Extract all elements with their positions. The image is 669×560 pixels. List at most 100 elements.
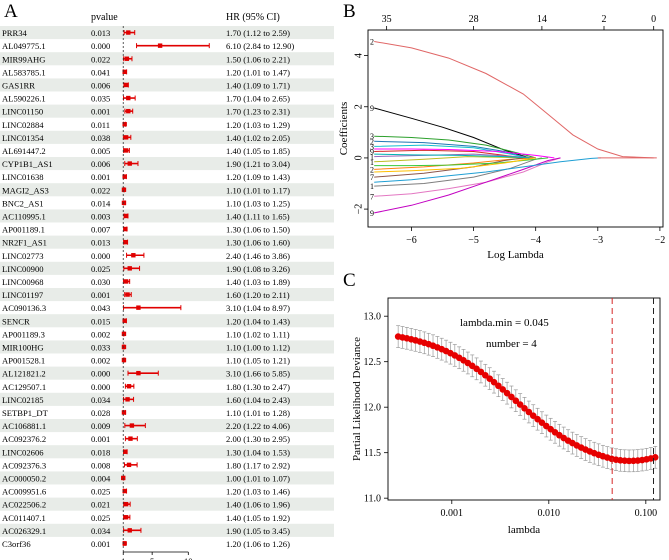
hr-point	[122, 174, 127, 179]
hr-cell: 1.70 (1.12 to 2.59)	[226, 28, 290, 38]
hr-point	[123, 82, 129, 88]
hr-cell: 1.20 (1.04 to 1.43)	[226, 316, 290, 326]
hr-point	[123, 239, 128, 245]
hr-cell: 1.90 (1.08 to 3.26)	[226, 264, 290, 274]
pvalue-cell: 0.001	[91, 172, 110, 182]
hr-point	[131, 253, 136, 258]
hr-cell: 1.20 (1.01 to 1.47)	[226, 67, 290, 77]
hr-cell: 1.80 (1.17 to 2.92)	[226, 460, 290, 470]
hr-point	[157, 43, 163, 48]
hr-cell: 1.20 (1.09 to 1.43)	[226, 172, 290, 182]
hr-point	[124, 56, 130, 61]
hr-point	[122, 122, 127, 127]
gene-label: AL590226.1	[2, 94, 46, 104]
coef-path	[374, 140, 527, 159]
pvalue-cell: 0.018	[91, 447, 110, 457]
gene-label: AC092376.3	[2, 460, 46, 470]
row-band	[0, 497, 334, 511]
panel-label-b: B	[343, 1, 356, 22]
path-index-label: 3	[370, 132, 374, 141]
gene-label: AC110995.1	[2, 211, 46, 221]
hr-point	[126, 462, 132, 468]
lambda-min-annotation: lambda.min = 0.045	[460, 317, 549, 329]
pvalue-cell: 0.041	[91, 67, 110, 77]
hr-cell: 1.10 (1.05 to 1.21)	[226, 356, 290, 366]
deviance-point	[651, 454, 659, 461]
pvalue-header: pvalue	[91, 12, 118, 23]
hr-point	[121, 410, 127, 415]
row-band	[0, 78, 334, 92]
hr-point	[127, 161, 132, 166]
hr-cell: 1.40 (1.05 to 1.85)	[226, 146, 290, 156]
number-annotation: number = 4	[486, 338, 537, 350]
hr-cell: 1.40 (1.05 to 1.92)	[226, 513, 290, 523]
gene-label: PRR34	[2, 28, 28, 38]
pvalue-cell: 0.038	[91, 133, 110, 143]
row-band	[0, 419, 334, 433]
x-axis-title: Log Lambda	[487, 249, 544, 261]
row-band	[0, 183, 334, 197]
deviance-point	[503, 389, 511, 397]
hr-cell: 3.10 (1.04 to 8.97)	[226, 303, 290, 313]
hr-point	[122, 69, 127, 75]
gene-label: AC000050.2	[2, 473, 46, 483]
row-band	[0, 314, 334, 328]
pvalue-cell: 0.022	[91, 185, 110, 195]
deviance-point	[490, 378, 498, 386]
gene-label: LINC01150	[2, 107, 43, 117]
gene-label: LINC01354	[2, 133, 44, 143]
path-index-label: 9	[370, 148, 374, 157]
hr-cell: 6.10 (2.84 to 12.90)	[226, 41, 294, 51]
pvalue-cell: 0.033	[91, 342, 110, 352]
pvalue-cell: 0.002	[91, 356, 110, 366]
hr-cell: 1.30 (1.06 to 1.60)	[226, 238, 290, 248]
hr-cell: 1.90 (1.21 to 3.04)	[226, 159, 290, 169]
pvalue-cell: 0.004	[91, 473, 111, 483]
gene-label: AC009951.6	[2, 487, 47, 497]
pvalue-cell: 0.000	[91, 41, 110, 51]
hr-point	[126, 108, 131, 114]
y-tick-label: −2	[353, 204, 364, 215]
hr-cell: 1.80 (1.30 to 2.47)	[226, 382, 290, 392]
gene-label: MIR99AHG	[2, 54, 45, 64]
coef-path	[374, 41, 654, 159]
x-tick-label: −3	[592, 235, 603, 246]
hr-point	[122, 541, 127, 546]
gene-label: AP001189.1	[2, 225, 45, 235]
pvalue-cell: 0.008	[91, 460, 110, 470]
coef-path	[374, 153, 530, 159]
gene-label: AL049775.1	[2, 41, 46, 51]
gene-label: C3orf36	[2, 539, 31, 549]
hr-header: HR (95% CI)	[226, 12, 280, 23]
hr-cell: 1.20 (1.06 to 1.26)	[226, 539, 290, 549]
gene-label: MIR100HG	[2, 342, 44, 352]
row-band	[0, 235, 334, 249]
x-tick-label: −6	[406, 235, 417, 246]
y-tick-label: 0	[353, 155, 364, 160]
pvalue-cell: 0.034	[91, 526, 111, 536]
gene-label: LINC01638	[2, 172, 44, 182]
pvalue-cell: 0.043	[91, 303, 110, 313]
path-index-label: 2	[370, 38, 374, 47]
hr-point	[123, 135, 129, 140]
pvalue-cell: 0.001	[91, 290, 110, 300]
y-tick-label: 2	[353, 104, 364, 109]
path-index-label: 7	[370, 192, 374, 201]
gene-label: AL691447.2	[2, 146, 46, 156]
hr-cell: 1.20 (1.03 to 1.46)	[226, 487, 290, 497]
pvalue-cell: 0.025	[91, 264, 110, 274]
path-index-label: 1	[370, 182, 374, 191]
forest-plot: pvalue HR (95% CI) PRR34 0.013 1.70 (1.12 to…	[0, 12, 334, 560]
gene-label: LINC00968	[2, 277, 44, 287]
x-tick-label: 10	[184, 556, 193, 560]
path-index-label: 1	[370, 153, 374, 162]
hr-point	[121, 357, 127, 363]
x-tick-label: 0.010	[538, 508, 561, 519]
plot-frame	[367, 29, 664, 228]
x-tick-label: 5	[150, 556, 154, 560]
gene-label: LINC02884	[2, 120, 44, 130]
deviance-point	[516, 401, 524, 408]
hr-point	[122, 488, 127, 494]
hr-cell: 1.10 (1.02 to 1.11)	[226, 329, 290, 339]
